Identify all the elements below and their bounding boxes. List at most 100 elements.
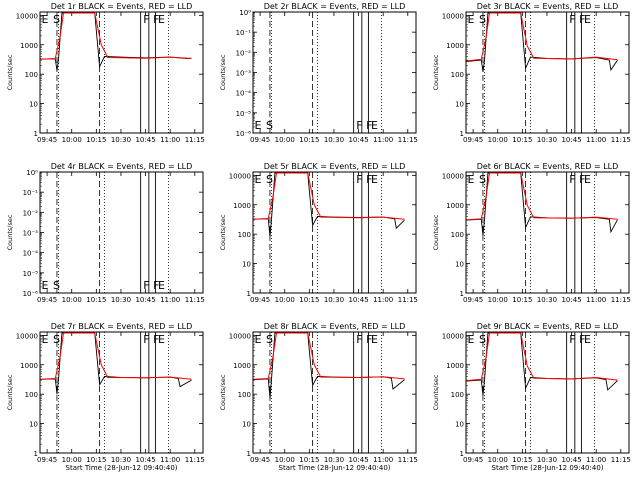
y-tick-label: 10000 [229,332,251,340]
x-tick-label: 10:00 [62,136,82,144]
x-tick-label: 10:00 [62,296,82,304]
marker-letter: F [579,13,585,26]
x-tick-label: 10:30 [537,456,557,464]
x-tick-label: 09:45 [250,456,270,464]
y-tick-label: 10⁻⁶ [236,130,252,138]
x-tick-label: 11:15 [398,456,418,464]
x-tick-label: 11:00 [160,296,180,304]
marker-letter: S [479,13,486,26]
y-tick-label: 10⁻³ [236,70,252,78]
marker-letter: E [584,173,591,186]
x-tick-label: 11:00 [373,136,393,144]
y-tick-label: 10000 [16,12,38,20]
y-tick-label: 1 [460,450,464,458]
x-tick-label: 10:30 [537,296,557,304]
events-series-line [466,332,618,396]
x-tick-label: 10:15 [512,136,532,144]
y-axis-label: Counts/sec [432,214,440,250]
x-tick-label: 09:45 [463,296,483,304]
y-axis-label: Counts/sec [219,214,227,250]
detector-panel-8: Det 8r BLACK = Events, RED = LLD Counts/s… [219,322,418,472]
y-tick-label: 100 [451,391,464,399]
marker-letter: E [468,333,475,346]
marker-letter: S [479,333,486,346]
y-tick-label: 1000 [446,362,464,370]
plot-frame [39,171,204,294]
y-tick-label: 1000 [233,202,251,210]
y-axis-label: Counts/sec [432,54,440,90]
y-tick-label: 10⁻⁵ [23,270,39,278]
y-tick-label: 10 [455,101,464,109]
events-series-line [253,172,405,238]
y-tick-label: 1 [460,130,464,138]
detector-panel-2: Det 2r BLACK = Events, RED = LLD Counts/s… [219,2,418,144]
x-tick-label: 10:15 [512,296,532,304]
marker-letter: S [479,173,486,186]
x-tick-label: 09:45 [463,136,483,144]
detector-panel-5: Det 5r BLACK = Events, RED = LLD Counts/s… [219,162,418,304]
detector-panel-9: Det 9r BLACK = Events, RED = LLD Counts/s… [432,322,631,472]
x-tick-label: 10:30 [537,136,557,144]
marker-letter: E [255,173,262,186]
x-tick-label: 10:15 [512,456,532,464]
panel-title: Det 2r BLACK = Events, RED = LLD [264,2,406,11]
marker-letter: F [143,13,149,26]
plot-frame [39,11,204,134]
y-tick-label: 100 [25,391,38,399]
panel-title: Det 1r BLACK = Events, RED = LLD [51,2,193,11]
y-tick-label: 1 [34,450,38,458]
x-tick-label: 09:45 [37,136,57,144]
x-tick-label: 10:15 [86,456,106,464]
x-tick-label: 11:00 [160,136,180,144]
panel-title: Det 6r BLACK = Events, RED = LLD [477,162,619,171]
plot-frame [252,171,417,294]
events-series-line [466,12,618,72]
y-axis-label: Counts/sec [6,54,14,90]
y-axis-label: Counts/sec [219,54,227,90]
x-tick-label: 10:45 [135,296,155,304]
panel-title: Det 9r BLACK = Events, RED = LLD [477,322,619,331]
y-axis-label: Counts/sec [432,374,440,410]
marker-letter: F [366,173,372,186]
y-tick-label: 10 [242,261,251,269]
plot-frame [465,171,630,294]
x-tick-label: 10:30 [111,136,131,144]
lld-series-line [253,172,405,220]
marker-letter: F [153,333,159,346]
x-tick-label: 11:00 [373,456,393,464]
marker-letter: F [356,333,362,346]
lld-series-line [40,332,192,380]
marker-letter: F [153,279,159,292]
y-tick-label: 10⁻⁴ [23,250,39,258]
x-tick-label: 10:30 [111,296,131,304]
marker-letter: E [255,119,262,132]
y-tick-label: 100 [25,71,38,79]
x-tick-label: 10:45 [348,296,368,304]
plot-frame [252,11,417,134]
y-tick-label: 10⁻³ [23,230,39,238]
x-tick-label: 11:00 [586,136,606,144]
marker-letter: E [468,13,475,26]
detector-panel-1: Det 1r BLACK = Events, RED = LLD Counts/s… [6,2,205,144]
y-tick-label: 1000 [20,362,38,370]
x-tick-label: 10:00 [488,456,508,464]
marker-letter: F [366,333,372,346]
marker-letter: F [579,173,585,186]
detector-panel-3: Det 3r BLACK = Events, RED = LLD Counts/s… [432,2,631,144]
x-tick-label: 10:45 [561,136,581,144]
detector-panel-4: Det 4r BLACK = Events, RED = LLD Counts/s… [6,162,205,304]
y-tick-label: 10 [455,261,464,269]
marker-letter: E [158,13,165,26]
x-tick-label: 10:15 [299,456,319,464]
y-tick-label: 1000 [446,202,464,210]
marker-letter: E [371,119,378,132]
x-tick-label: 10:00 [275,296,295,304]
x-tick-label: 11:00 [586,456,606,464]
marker-letter: E [584,13,591,26]
lld-series-line [253,332,405,380]
marker-letter: E [42,279,49,292]
y-tick-label: 100 [451,231,464,239]
y-tick-label: 1 [460,290,464,298]
y-tick-label: 10 [242,421,251,429]
marker-letter: S [53,333,60,346]
